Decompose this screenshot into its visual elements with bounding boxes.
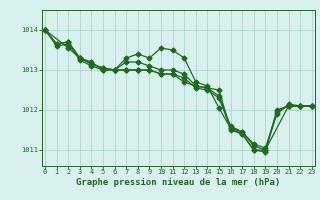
X-axis label: Graphe pression niveau de la mer (hPa): Graphe pression niveau de la mer (hPa) <box>76 178 281 187</box>
